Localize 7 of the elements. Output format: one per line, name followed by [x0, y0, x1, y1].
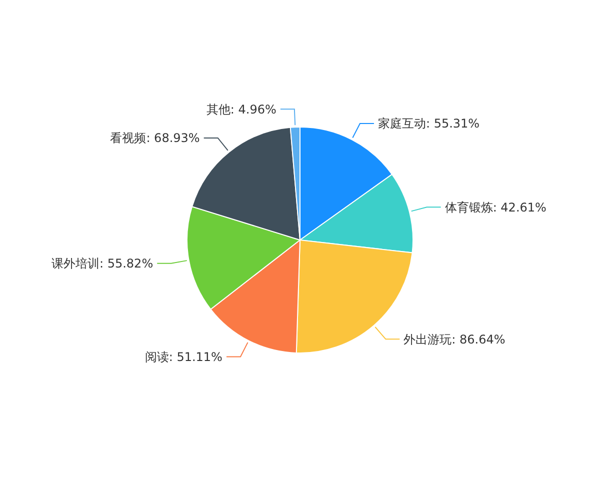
slice-label: 课外培训: 55.82%	[51, 256, 154, 271]
slice-label: 其他: 4.96%	[206, 102, 276, 116]
slice-label: 阅读: 51.11%	[144, 350, 222, 364]
slice-label: 看视频: 68.93%	[110, 131, 200, 146]
slice-label: 家庭互动: 55.31%	[378, 116, 480, 131]
slice-label: 体育锻炼: 42.61%	[444, 200, 546, 214]
slice-label: 外出游玩: 86.64%	[404, 332, 506, 346]
